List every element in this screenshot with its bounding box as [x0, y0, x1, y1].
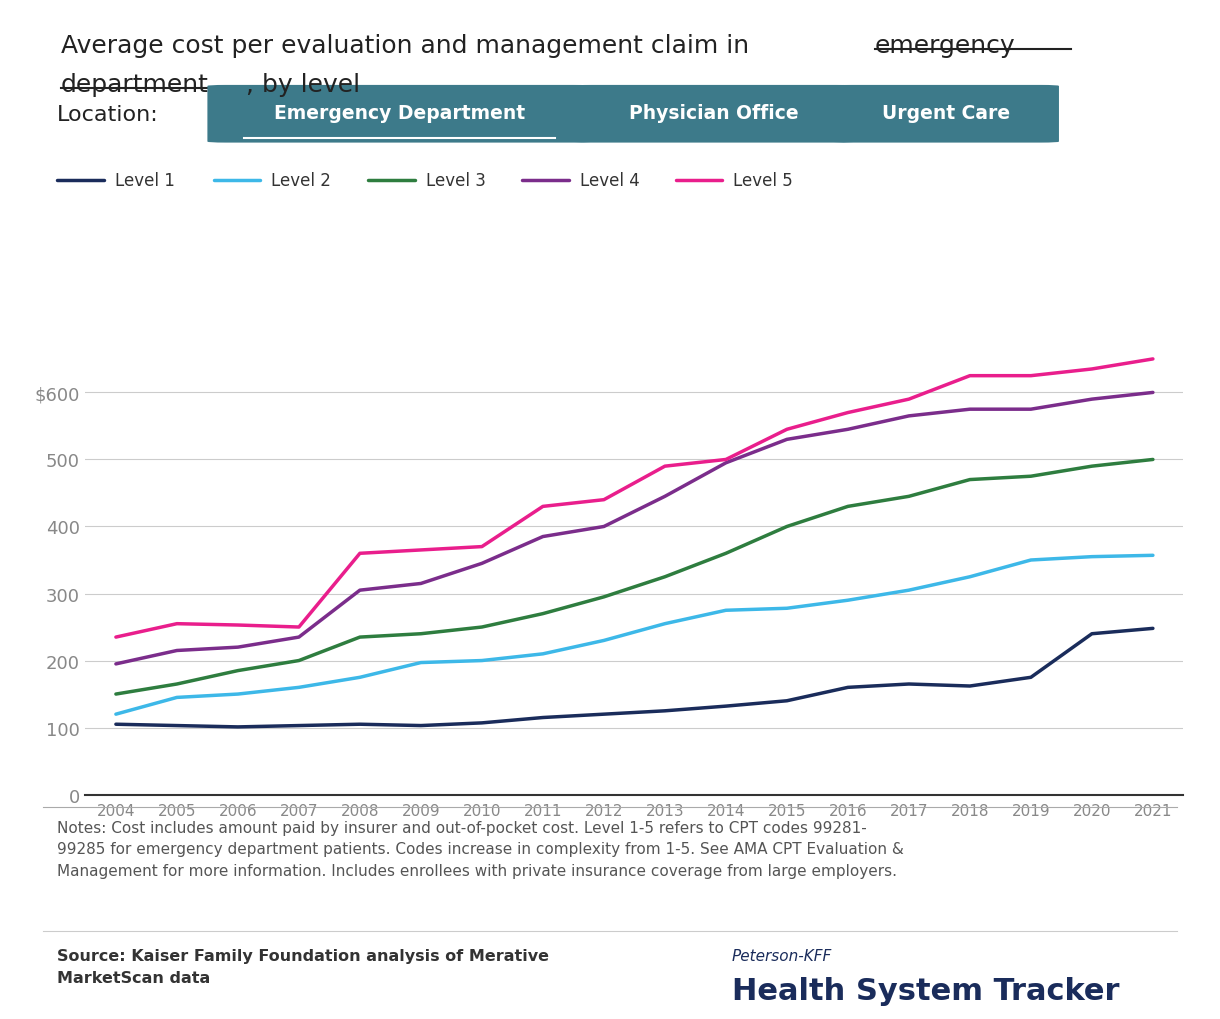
Text: Average cost per evaluation and management claim in: Average cost per evaluation and manageme…: [61, 34, 758, 58]
Text: Notes: Cost includes amount paid by insurer and out-of-pocket cost. Level 1-5 re: Notes: Cost includes amount paid by insu…: [57, 820, 904, 878]
Text: Level 3: Level 3: [426, 172, 486, 190]
Text: department: department: [61, 73, 209, 98]
Text: Level 5: Level 5: [733, 172, 793, 190]
FancyBboxPatch shape: [833, 86, 1059, 144]
FancyBboxPatch shape: [573, 86, 854, 144]
Text: Emergency Department: Emergency Department: [274, 104, 525, 123]
Text: Peterson-KFF: Peterson-KFF: [732, 948, 832, 963]
Text: Level 4: Level 4: [580, 172, 639, 190]
Text: Health System Tracker: Health System Tracker: [732, 976, 1120, 1005]
Text: Level 1: Level 1: [115, 172, 174, 190]
Text: Source: Kaiser Family Foundation analysis of Merative
MarketScan data: Source: Kaiser Family Foundation analysi…: [57, 948, 549, 985]
Text: , by level: , by level: [246, 73, 361, 98]
Text: Physician Office: Physician Office: [628, 104, 799, 123]
FancyBboxPatch shape: [207, 86, 592, 144]
Text: Urgent Care: Urgent Care: [882, 104, 1010, 123]
Text: emergency: emergency: [875, 34, 1015, 58]
Text: Level 2: Level 2: [271, 172, 331, 190]
Text: Location:: Location:: [57, 105, 159, 124]
